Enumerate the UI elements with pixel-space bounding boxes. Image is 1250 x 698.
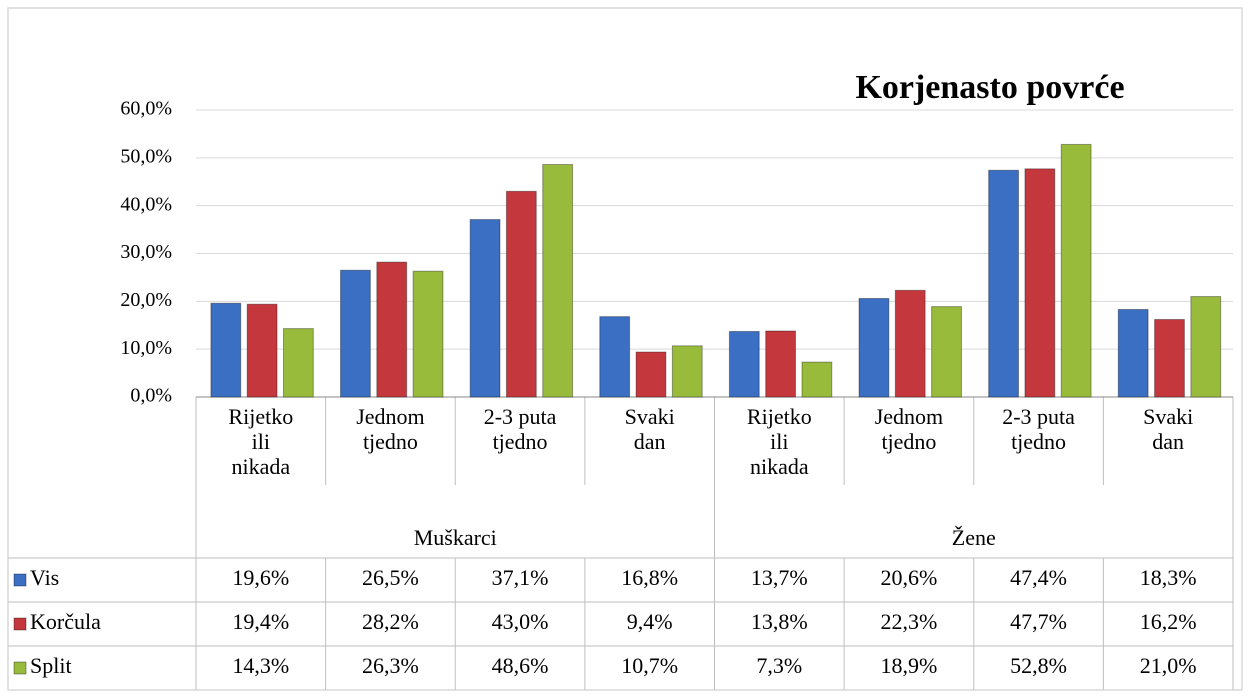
table-value: 43,0%	[492, 609, 549, 634]
table-value: 47,4%	[1010, 565, 1067, 590]
table-value: 26,3%	[362, 653, 419, 678]
table-value: 18,9%	[881, 653, 938, 678]
legend-label: Korčula	[30, 609, 101, 634]
bar	[931, 306, 962, 398]
x-tick-label: 2-3 puta tjedno	[483, 404, 557, 454]
y-tick-label: 0,0%	[130, 385, 172, 407]
bar	[671, 345, 703, 398]
legend-label: Split	[30, 653, 72, 678]
table-value: 9,4%	[627, 609, 673, 634]
x-tick-label: Jednom tjedno	[356, 404, 425, 454]
chart-title: Korjenasto povrće	[855, 69, 1124, 106]
table-value: 7,3%	[756, 653, 802, 678]
legend-key	[13, 661, 27, 675]
bar	[765, 330, 797, 398]
bar	[282, 328, 314, 398]
bar	[505, 190, 537, 398]
bar	[246, 303, 278, 398]
bar	[599, 316, 631, 398]
table-value: 19,6%	[232, 565, 289, 590]
table-value: 16,2%	[1140, 609, 1197, 634]
table-value: 13,7%	[751, 565, 808, 590]
group-label: Žene	[952, 525, 996, 550]
y-tick-label: 20,0%	[120, 289, 172, 311]
table-value: 21,0%	[1140, 653, 1197, 678]
y-tick-label: 30,0%	[120, 241, 172, 263]
bar	[858, 297, 890, 398]
table-value: 10,7%	[621, 653, 678, 678]
bar	[469, 219, 501, 398]
x-tick-label: Svaki dan	[1143, 404, 1194, 454]
table-value: 37,1%	[492, 565, 549, 590]
table-value: 14,3%	[232, 653, 289, 678]
x-tick-label: Rijetko ili nikada	[228, 404, 294, 479]
table-value: 22,3%	[881, 609, 938, 634]
bar	[210, 302, 242, 398]
x-tick-label: Rijetko ili nikada	[746, 404, 812, 479]
table-value: 19,4%	[232, 609, 289, 634]
bar	[728, 330, 760, 398]
bar	[1024, 168, 1056, 398]
table-value: 13,8%	[751, 609, 808, 634]
x-tick-label: 2-3 puta tjedno	[1002, 404, 1075, 454]
bar	[1154, 319, 1185, 398]
bar	[801, 361, 833, 398]
bar	[1190, 296, 1222, 398]
table-value: 26,5%	[362, 565, 419, 590]
bar	[1117, 308, 1149, 398]
bar	[412, 270, 444, 398]
table-value: 47,7%	[1010, 609, 1067, 634]
y-tick-label: 50,0%	[120, 145, 172, 167]
x-tick-label: Jednom tjedno	[874, 404, 944, 454]
bar	[894, 289, 926, 398]
legend-label: Vis	[30, 565, 59, 590]
table-value: 18,3%	[1140, 565, 1197, 590]
chart-border	[7, 7, 1243, 691]
legend-key	[13, 617, 27, 631]
bar	[376, 261, 408, 398]
table-value: 28,2%	[362, 609, 419, 634]
table-value: 16,8%	[621, 565, 678, 590]
table-value: 20,6%	[881, 565, 938, 590]
legend-key	[13, 573, 27, 587]
y-tick-label: 60,0%	[120, 98, 172, 120]
table-value: 48,6%	[492, 653, 549, 678]
y-tick-label: 40,0%	[120, 193, 172, 215]
table-value: 52,8%	[1010, 653, 1067, 678]
bar	[635, 351, 667, 398]
bar	[988, 169, 1019, 398]
x-tick-label: Svaki dan	[624, 404, 675, 454]
bar	[542, 164, 574, 398]
y-tick-label: 10,0%	[120, 337, 172, 359]
bar	[1060, 143, 1092, 398]
bar	[340, 269, 371, 398]
group-label: Muškarci	[414, 525, 497, 550]
